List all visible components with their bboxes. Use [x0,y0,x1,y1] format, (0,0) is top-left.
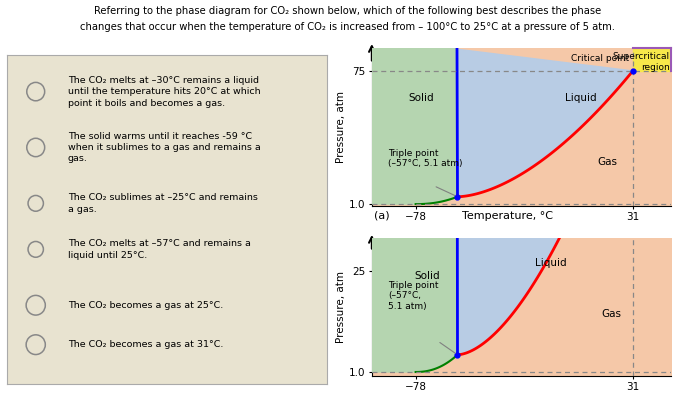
Polygon shape [372,230,457,372]
Y-axis label: Pressure, atm: Pressure, atm [336,91,346,163]
Text: (a): (a) [374,211,389,221]
Text: Triple point
(–57°C,
5.1 atm): Triple point (–57°C, 5.1 atm) [388,281,439,311]
Text: Supercritical
region: Supercritical region [612,52,670,72]
Text: Triple point
(–57°C, 5.1 atm): Triple point (–57°C, 5.1 atm) [388,149,462,168]
Text: Gas: Gas [601,309,621,319]
Text: Temperature, °C: Temperature, °C [462,211,553,221]
Text: The CO₂ melts at –57°C and remains a
liquid until 25°C.: The CO₂ melts at –57°C and remains a liq… [67,239,251,260]
Text: The CO₂ melts at –30°C remains a liquid
until the temperature hits 20°C at which: The CO₂ melts at –30°C remains a liquid … [67,76,261,108]
Text: Liquid: Liquid [565,93,597,103]
Text: Gas: Gas [597,156,617,167]
Text: The CO₂ sublimes at –25°C and remains
a gas.: The CO₂ sublimes at –25°C and remains a … [67,193,258,213]
Polygon shape [457,61,633,355]
Text: The solid warms until it reaches -59 °C
when it sublimes to a gas and remains a
: The solid warms until it reaches -59 °C … [67,131,261,164]
Text: Liquid: Liquid [535,257,567,268]
Y-axis label: Pressure, atm: Pressure, atm [336,271,346,343]
Polygon shape [372,40,457,204]
Text: Solid: Solid [415,271,441,282]
Polygon shape [457,49,633,197]
Text: Solid: Solid [409,93,434,103]
Text: The CO₂ becomes a gas at 31°C.: The CO₂ becomes a gas at 31°C. [67,340,223,349]
Text: Critical point: Critical point [571,54,629,63]
Polygon shape [633,48,671,71]
Text: changes that occur when the temperature of CO₂ is increased from – 100°C to 25°C: changes that occur when the temperature … [80,22,615,32]
Text: Referring to the phase diagram for CO₂ shown below, which of the following best : Referring to the phase diagram for CO₂ s… [94,6,601,16]
Text: The CO₂ becomes a gas at 25°C.: The CO₂ becomes a gas at 25°C. [67,301,223,310]
